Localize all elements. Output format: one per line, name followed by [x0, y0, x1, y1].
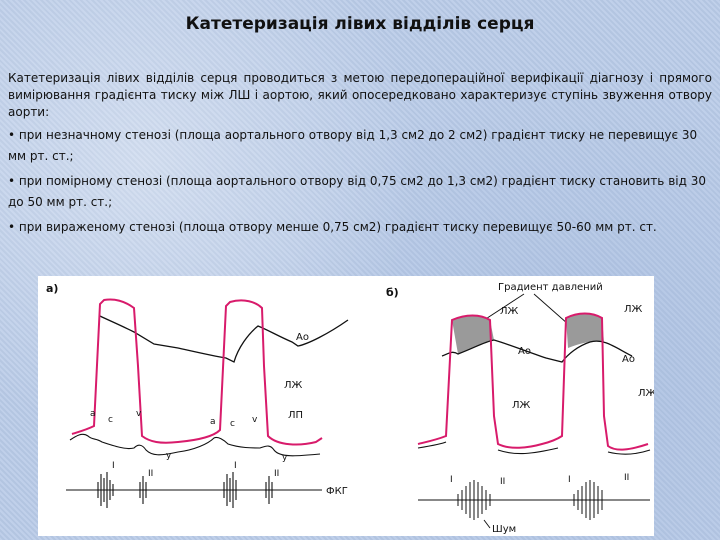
panel-a-tone-2: II: [148, 469, 153, 479]
panel-b-lv-label-mid: ЛЖ: [512, 400, 531, 411]
panel-b-murmur-burst-1: [457, 480, 491, 520]
panel-b-gradient-label: Градиент давлений: [498, 282, 603, 293]
panel-b-gradient-pointer-2: [533, 293, 569, 325]
panel-a-pcg-label: ФКГ: [326, 486, 348, 497]
panel-a-wave-c-2: с: [230, 419, 235, 429]
panel-a-wave-y-2: у: [282, 453, 288, 463]
panel-a-wave-a: а: [90, 409, 96, 419]
panel-b-tone-1-b: I: [568, 475, 571, 485]
panel-a-lv-curve: [71, 298, 323, 446]
panel-a-letter: а): [46, 282, 58, 295]
panel-b-lv-curve: [417, 312, 649, 451]
panel-b-ao-label-2: Ао: [622, 354, 635, 365]
panel-a-lv-label: ЛЖ: [284, 380, 303, 391]
panel-a-tone-2-burst-2: [265, 476, 273, 504]
panel-b-lv-label-top-1: ЛЖ: [500, 306, 519, 317]
panel-b-gradient-area-2: [566, 313, 604, 348]
pressure-curves-svg: а) Ао ЛЖ ЛП ФКГ а: [46, 282, 654, 535]
panel-a-aortic-curve: [99, 315, 349, 363]
panel-a-wave-v-2: v: [252, 415, 258, 425]
panel-a-tone-2-b: II: [274, 469, 279, 479]
panel-b-ao-label-1: Ао: [518, 346, 531, 357]
intro-paragraph: Катетеризація лівих відділів серця прово…: [8, 71, 712, 119]
panel-b-aortic-curve: [441, 339, 633, 363]
panel-a-wave-c: с: [108, 415, 113, 425]
panel-a-tone-1-burst-2: [223, 472, 237, 508]
panel-a-la-label: ЛП: [288, 410, 303, 421]
panel-a-la-curve: [69, 433, 321, 457]
bullet-moderate-stenosis: • при помірному стенозі (площа аортально…: [8, 174, 706, 209]
panel-b-murmur-burst-2: [573, 480, 603, 520]
panel-a-tone-1-burst: [97, 472, 114, 508]
panel-b-gradient-area-1: [452, 315, 494, 354]
panel-b-lv-label-right: ЛЖ: [638, 388, 654, 399]
panel-b-lv-label-top-2: ЛЖ: [624, 304, 643, 315]
slide-title: Катетеризація лівих відділів серця: [185, 14, 535, 34]
panel-b-tone-1: I: [450, 475, 453, 485]
panel-a-wave-v: v: [136, 409, 142, 419]
bullet-severe-stenosis: • при вираженому стенозі (площа отвору м…: [8, 220, 657, 234]
text-block: Катетеризація лівих відділів серця прово…: [8, 70, 712, 238]
bullet-mild-stenosis: • при незначному стенозі (площа аортальн…: [8, 128, 698, 163]
panel-b-murmur-pointer: [483, 519, 491, 529]
panel-b-letter: б): [386, 286, 399, 299]
panel-a-tone-2-burst: [139, 476, 147, 504]
panel-a-tone-1-b: I: [234, 461, 237, 471]
pressure-curves-figure: а) Ао ЛЖ ЛП ФКГ а: [38, 276, 654, 536]
panel-b-tone-2: II: [500, 477, 505, 487]
panel-a-wave-a-2: а: [210, 417, 216, 427]
panel-b-diastolic-curve: [417, 441, 651, 455]
panel-a-wave-y: у: [166, 451, 172, 461]
panel-b-tone-2-b: II: [624, 473, 629, 483]
panel-b-murmur-label: Шум: [492, 524, 516, 535]
panel-a-ao-label: Ао: [296, 332, 309, 343]
panel-a-tone-1: I: [112, 461, 115, 471]
